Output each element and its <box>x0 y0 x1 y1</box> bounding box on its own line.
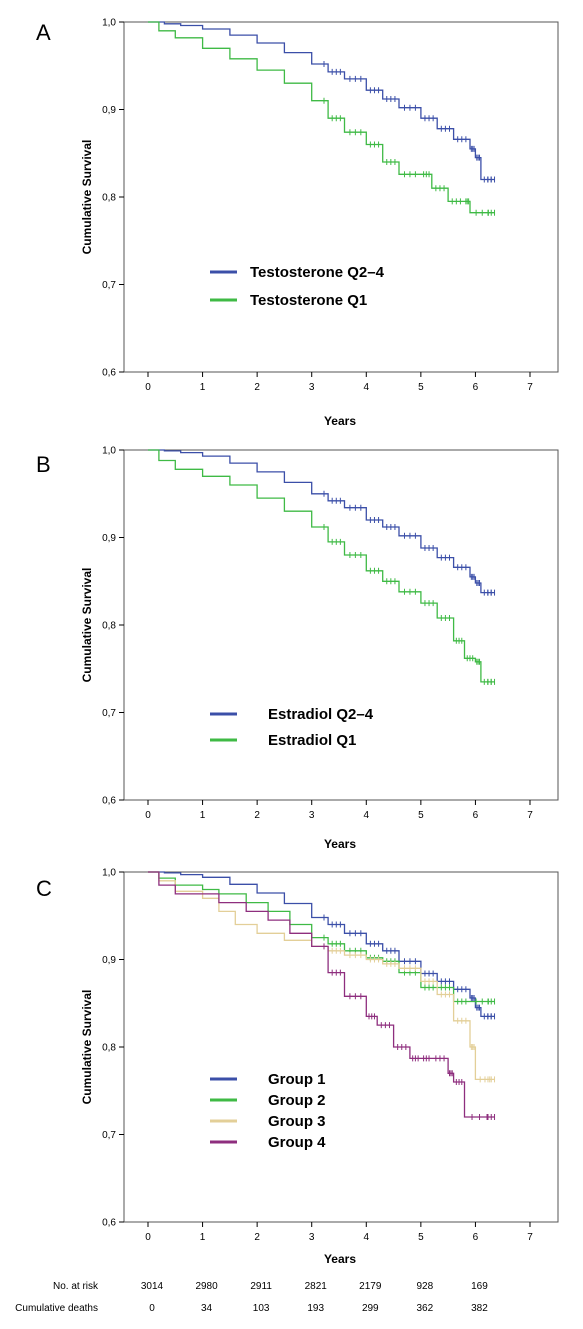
panel-c: C 0,6 0,7 0,8 0,9 1,0 0 1 2 3 4 5 6 7 Years Cumulative … <box>36 868 559 1266</box>
y-tick-label-b: 0,6 <box>102 796 116 807</box>
panel-letter-b: B <box>36 452 51 477</box>
risk-row-label: Cumulative deaths <box>15 1303 98 1314</box>
cumulative-deaths-value: 382 <box>471 1303 488 1314</box>
x-tick-label-b: 7 <box>527 810 533 821</box>
at-risk-value: 3014 <box>141 1281 164 1292</box>
panel-letter-a: A <box>36 20 51 45</box>
y-tick-label-a: 0,8 <box>102 193 116 204</box>
x-tick-label-c: 6 <box>473 1232 479 1243</box>
x-tick-label-a: 3 <box>309 382 315 393</box>
at-risk-value: 2821 <box>305 1281 328 1292</box>
y-tick-label-b: 0,8 <box>102 621 116 632</box>
x-tick-label-b: 0 <box>145 810 151 821</box>
y-tick-label-a: 0,9 <box>102 105 116 116</box>
at-risk-value: 928 <box>417 1281 434 1292</box>
censor-marks-a-2 <box>323 97 496 216</box>
y-tick-label-b: 1,0 <box>102 446 116 457</box>
at-risk-value: 169 <box>471 1281 488 1292</box>
x-tick-label-b: 5 <box>418 810 424 821</box>
legend-label-b-1: Estradiol Q2–4 <box>268 706 374 723</box>
x-tick-label-b: 1 <box>200 810 206 821</box>
x-tick-label-a: 1 <box>200 382 206 393</box>
censor-marks-b-1 <box>323 490 496 596</box>
panel-b: B 0,6 0,7 0,8 0,9 1,0 0 1 2 3 4 5 6 7 Years Cumulative … <box>36 446 559 851</box>
y-tick-label-c: 1,0 <box>102 868 116 879</box>
censor-marks-a-1 <box>323 61 496 183</box>
censor-marks-c-1 <box>323 914 496 1020</box>
y-tick-label-a: 0,6 <box>102 368 116 379</box>
x-axis-title-b: Years <box>324 837 356 851</box>
legend-label-c-2: Group 2 <box>268 1092 326 1109</box>
censor-marks-c-4 <box>323 943 496 1120</box>
y-axis-title-c: Cumulative Survival <box>80 990 94 1105</box>
cumulative-deaths-value: 193 <box>307 1303 324 1314</box>
at-risk-value: 2980 <box>195 1281 218 1292</box>
x-tick-label-a: 4 <box>364 382 370 393</box>
cumulative-deaths-value: 362 <box>417 1303 434 1314</box>
series-line-a-2 <box>148 21 495 214</box>
censor-marks-b-2 <box>323 524 496 685</box>
y-axis-title-b: Cumulative Survival <box>80 568 94 683</box>
x-tick-label-b: 6 <box>473 810 479 821</box>
x-tick-label-a: 7 <box>527 382 533 393</box>
legend-label-a-1: Testosterone Q2–4 <box>250 264 385 281</box>
series-line-b-2 <box>148 449 495 683</box>
series-line-c-3 <box>148 871 495 1081</box>
legend-label-c-1: Group 1 <box>268 1071 326 1088</box>
y-tick-label-a: 0,7 <box>102 280 116 291</box>
x-tick-label-b: 2 <box>254 810 260 821</box>
series-line-c-4 <box>148 871 495 1118</box>
risk-table: No. at risk Cumulative deaths 3014 0 2980 34 2… <box>15 1281 488 1314</box>
at-risk-value: 2911 <box>250 1281 272 1292</box>
y-tick-label-b: 0,9 <box>102 533 116 544</box>
x-tick-label-a: 6 <box>473 382 479 393</box>
censor-marks-c-3 <box>323 943 496 1083</box>
x-tick-label-c: 1 <box>200 1232 206 1243</box>
legend-label-b-2: Estradiol Q1 <box>268 732 356 749</box>
y-tick-label-b: 0,7 <box>102 708 116 719</box>
x-tick-label-c: 7 <box>527 1232 533 1243</box>
legend-label-c-3: Group 3 <box>268 1113 326 1130</box>
panel-letter-c: C <box>36 876 52 901</box>
legend-label-c-4: Group 4 <box>268 1134 326 1151</box>
x-tick-label-c: 3 <box>309 1232 315 1243</box>
x-tick-label-a: 0 <box>145 382 151 393</box>
x-tick-label-a: 5 <box>418 382 424 393</box>
x-tick-label-b: 3 <box>309 810 315 821</box>
y-tick-label-a: 1,0 <box>102 18 116 29</box>
panel-a: A 0,6 0,7 0,8 0,9 1,0 0 1 2 3 4 5 6 7 Years Cumulative … <box>36 18 559 428</box>
x-axis-title-c: Years <box>324 1252 356 1266</box>
risk-row-label: No. at risk <box>53 1281 99 1292</box>
legend-label-a-2: Testosterone Q1 <box>250 292 367 309</box>
cumulative-deaths-value: 0 <box>149 1303 155 1314</box>
x-tick-label-c: 4 <box>364 1232 370 1243</box>
x-tick-label-c: 2 <box>254 1232 260 1243</box>
x-tick-label-b: 4 <box>364 810 370 821</box>
y-tick-label-c: 0,9 <box>102 955 116 966</box>
cumulative-deaths-value: 103 <box>253 1303 270 1314</box>
cumulative-deaths-value: 299 <box>362 1303 379 1314</box>
cumulative-deaths-value: 34 <box>201 1303 213 1314</box>
at-risk-value: 2179 <box>359 1281 382 1292</box>
y-axis-title-a: Cumulative Survival <box>80 140 94 255</box>
plot-frame-a <box>123 21 559 373</box>
y-tick-label-c: 0,8 <box>102 1043 116 1054</box>
x-tick-label-c: 5 <box>418 1232 424 1243</box>
x-axis-title-a: Years <box>324 414 356 428</box>
x-tick-label-a: 2 <box>254 382 260 393</box>
y-tick-label-c: 0,6 <box>102 1218 116 1229</box>
series-line-b-1 <box>148 449 495 594</box>
x-tick-label-c: 0 <box>145 1232 151 1243</box>
y-tick-label-c: 0,7 <box>102 1130 116 1141</box>
